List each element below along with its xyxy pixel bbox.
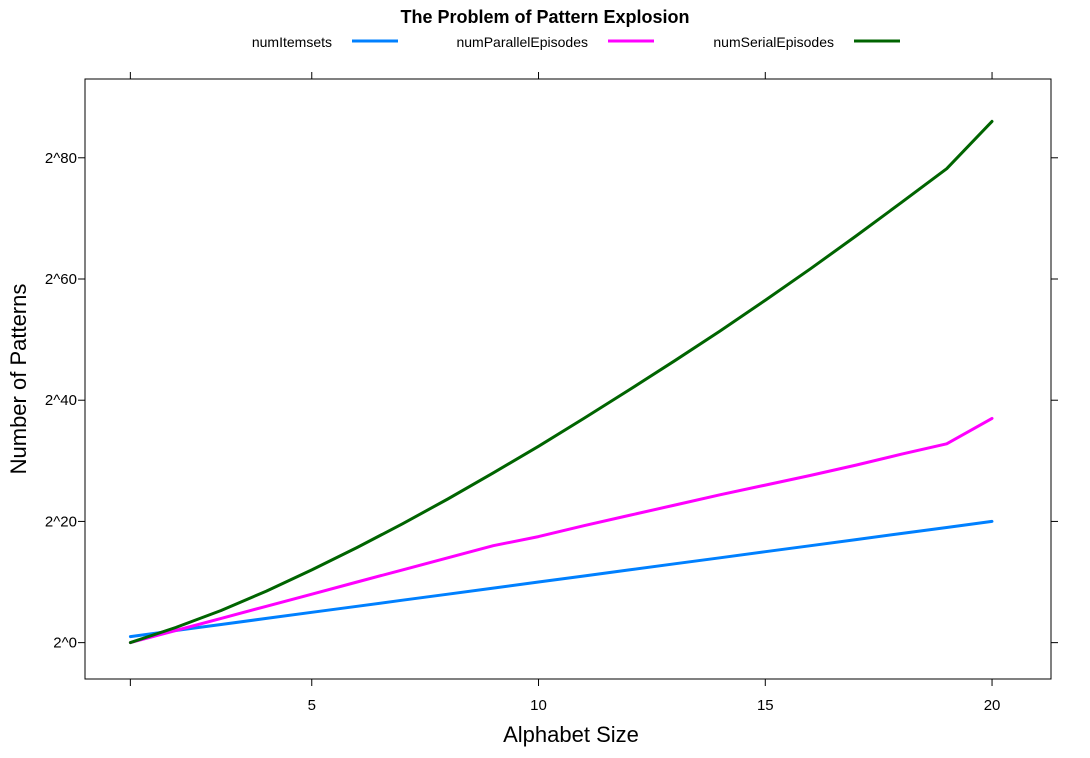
x-tick-label: 15 <box>757 697 774 714</box>
x-tick-label: 10 <box>530 697 547 714</box>
plot-frame <box>84 78 1052 680</box>
series-lines <box>128 119 994 645</box>
x-axis: 5 10 15 20 <box>129 72 1001 714</box>
series-line-numitemsets <box>128 519 994 639</box>
legend-label-numserialepisodes: numSerialEpisodes <box>713 34 834 50</box>
y-tick-label: 2^40 <box>45 392 77 409</box>
y-tick-label: 2^20 <box>45 513 77 530</box>
y-tick-label: 2^60 <box>45 271 77 288</box>
chart-title: The Problem of Pattern Explosion <box>400 7 689 27</box>
legend: numItemsets numParallelEpisodes numSeria… <box>252 34 900 50</box>
legend-label-numitemsets: numItemsets <box>252 34 332 50</box>
series-line-numparallelepisodes <box>128 416 994 645</box>
y-tick-label: 2^0 <box>53 635 77 652</box>
y-axis: 2^0 2^20 2^40 2^60 2^80 <box>45 150 1058 652</box>
y-tick-label: 2^80 <box>45 150 77 167</box>
x-axis-title: Alphabet Size <box>503 722 639 747</box>
x-tick-label: 20 <box>984 697 1001 714</box>
series-line-numserialepisodes <box>128 119 994 645</box>
x-tick-label: 5 <box>308 697 316 714</box>
legend-label-numparallelepisodes: numParallelEpisodes <box>456 34 588 50</box>
y-axis-title: Number of Patterns <box>6 284 31 475</box>
